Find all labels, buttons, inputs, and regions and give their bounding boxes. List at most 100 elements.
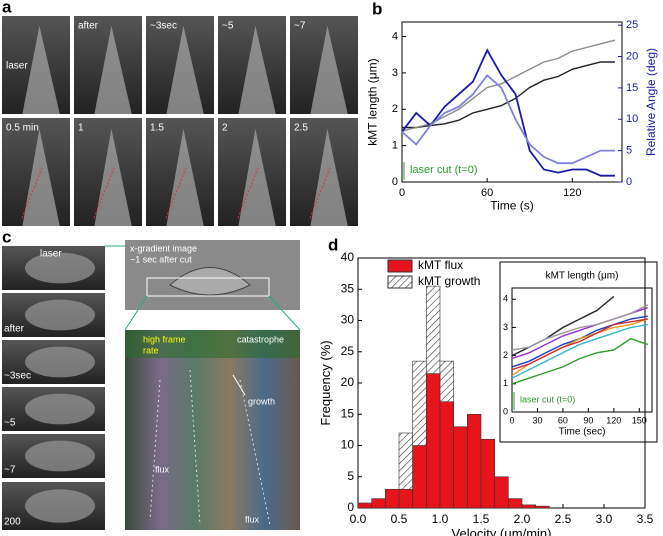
annotation: laser cut (t=0) — [410, 164, 478, 176]
trace — [93, 167, 115, 219]
histogram-bar — [412, 445, 427, 509]
histogram-bar — [398, 488, 413, 509]
histogram-bar — [508, 498, 523, 509]
y2-tick-label: 0 — [626, 176, 632, 188]
x-tick-label: 0.5 — [391, 512, 408, 526]
y-tick-label: 0 — [503, 406, 508, 416]
kymo-label: rate — [143, 345, 159, 355]
histogram-bar — [521, 504, 536, 509]
histogram-bar — [371, 498, 386, 509]
x-tick-label: 2.0 — [514, 512, 531, 526]
y-axis-label: Frequency (%) — [318, 340, 333, 425]
spindle — [22, 128, 60, 226]
image-label: ~7 — [294, 21, 306, 32]
x-tick-label: 30 — [532, 415, 542, 425]
zoom-line — [124, 295, 148, 331]
y2-axis-label: Relative Angle (deg) — [644, 48, 658, 156]
annotation: laser cut (t=0) — [520, 394, 575, 404]
spindle — [25, 393, 95, 425]
y2-tick-label: 5 — [626, 145, 632, 157]
x-tick-label: 0 — [399, 187, 405, 199]
spindle — [25, 489, 95, 523]
histogram-bar — [480, 438, 495, 509]
image-label: 1.5 — [150, 123, 164, 134]
histogram-bar — [357, 502, 372, 509]
microscopy-images: laser after ~3sec ~5 ~7 0.5 min 1 1.5 2 2.5 laser a… — [2, 16, 358, 530]
image-label: laser — [6, 61, 28, 72]
y-tick-label: 4 — [392, 30, 398, 42]
kymo-label: growth — [248, 396, 275, 406]
image-subtitle: ~1 sec after cut — [130, 254, 192, 264]
spindle — [166, 128, 204, 226]
spindle — [25, 252, 95, 284]
y-tick-label: 3 — [392, 67, 398, 79]
series-line — [402, 61, 615, 129]
y-axis-label: kMT length (μm) — [366, 58, 380, 145]
y-tick-label: 15 — [341, 406, 355, 420]
y2-tick-label: 20 — [626, 50, 638, 62]
series-line — [511, 304, 649, 351]
y-tick-label: 40 — [341, 250, 355, 264]
spindle — [25, 440, 95, 472]
plot-frame — [401, 21, 623, 183]
x-tick-label: 3.5 — [637, 512, 654, 526]
panel-letter: b — [372, 0, 382, 18]
histogram-bar — [494, 476, 509, 509]
y-tick-label: 1 — [503, 378, 508, 388]
x-tick-label: 0.0 — [350, 512, 367, 526]
x-tick-label: 150 — [632, 415, 647, 425]
y-tick-label: 35 — [341, 281, 355, 295]
x-tick-label: 60 — [558, 415, 568, 425]
spindle — [94, 128, 132, 226]
spindle — [25, 346, 95, 378]
x-tick-label: 60 — [481, 187, 493, 199]
y2-tick-label: 25 — [626, 19, 638, 31]
x-tick-label: 1.5 — [473, 512, 490, 526]
y-tick-label: 0 — [392, 176, 398, 188]
kymo-label: flux — [155, 464, 170, 474]
y-tick-label: 0 — [347, 500, 354, 514]
y-tick-label: 30 — [341, 313, 355, 327]
spindle — [166, 25, 204, 114]
x-tick-label: 0 — [509, 415, 514, 425]
growth-trace — [232, 374, 246, 396]
x-tick-label: 120 — [606, 415, 621, 425]
image-label: after — [4, 324, 25, 335]
x-axis-label: Time (sec) — [559, 426, 606, 437]
legend-label: kMT flux — [418, 258, 463, 272]
y2-tick-label: 10 — [626, 113, 638, 125]
x-tick-label: 3.0 — [596, 512, 613, 526]
kymo-label: high frame — [143, 334, 186, 344]
y-tick-label: 4 — [503, 294, 508, 304]
spindle — [310, 128, 348, 226]
histogram-bar — [385, 488, 400, 509]
kymo-label: catastrophe — [237, 334, 284, 344]
y2-tick-label: 15 — [626, 82, 638, 94]
image-label: 2 — [222, 123, 228, 134]
series-line — [401, 73, 615, 165]
image-label: ~5 — [4, 418, 16, 429]
y-tick-label: 2 — [503, 350, 508, 360]
trace — [165, 167, 187, 219]
spindle — [238, 25, 276, 114]
image-label: ~5 — [222, 21, 234, 32]
image-label: 1 — [78, 123, 84, 134]
image-label: 2.5 — [294, 123, 308, 134]
x-tick-label: 90 — [583, 415, 593, 425]
x-axis-label: Velocity (μm/min) — [452, 526, 552, 536]
legend-swatch — [387, 259, 413, 273]
image-label: 200 — [4, 517, 21, 528]
histogram-bar — [535, 505, 550, 509]
image-label: ~7 — [4, 465, 16, 476]
series-line — [511, 323, 648, 379]
image-label: ~3sec — [4, 371, 31, 382]
histogram-bar — [439, 401, 454, 509]
y-tick-label: 20 — [341, 375, 355, 389]
zoom-line — [268, 295, 301, 331]
y-tick-label: 1 — [392, 140, 398, 152]
image-title: x-gradient image — [130, 243, 197, 253]
series-line — [511, 318, 648, 371]
roi-box — [146, 277, 270, 297]
spindle — [94, 25, 132, 114]
